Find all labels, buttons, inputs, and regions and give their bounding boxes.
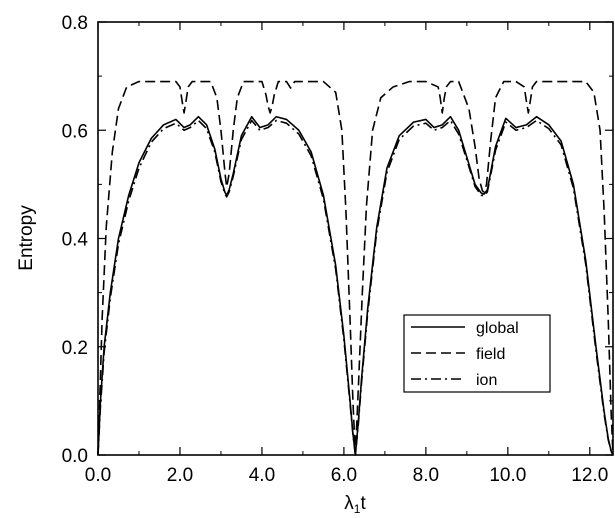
- legend: global field ion: [403, 314, 551, 393]
- y-axis-title: Entropy: [16, 205, 37, 271]
- y-tick-label: 0.0: [62, 446, 88, 467]
- y-tick-label: 0.8: [62, 13, 88, 34]
- y-tick-label: 0.2: [62, 338, 88, 359]
- legend-label-global: global: [476, 320, 519, 337]
- x-axis-title-main: λ: [344, 493, 354, 514]
- y-tick-label: 0.4: [62, 230, 89, 251]
- series-layer: [97, 80, 614, 456]
- x-axis-title: λ1t: [344, 493, 366, 516]
- series-line-ion: [97, 119, 614, 456]
- series-line-field: [97, 80, 614, 456]
- y-tick-label: 0.6: [62, 121, 88, 142]
- legend-label-ion: ion: [476, 372, 497, 389]
- ticks-layer: 0.0 2.0 4.0 6.0 8.0 10.0 12.0 0.0 0.2 0.4 0.6 0.8: [62, 13, 613, 486]
- x-tick-label: 12.0: [571, 465, 608, 486]
- legend-label-field: field: [476, 346, 505, 363]
- x-tick-label: 10.0: [489, 465, 526, 486]
- x-tick-label: 2.0: [167, 465, 193, 486]
- x-tick-label: 6.0: [331, 465, 357, 486]
- x-axis-title-sub: 1: [354, 502, 361, 516]
- x-tick-label: 4.0: [249, 465, 275, 486]
- series-line-global: [97, 115, 614, 456]
- x-tick-label: 8.0: [413, 465, 439, 486]
- x-axis-title-tail: t: [360, 493, 366, 514]
- x-tick-label: 0.0: [85, 465, 111, 486]
